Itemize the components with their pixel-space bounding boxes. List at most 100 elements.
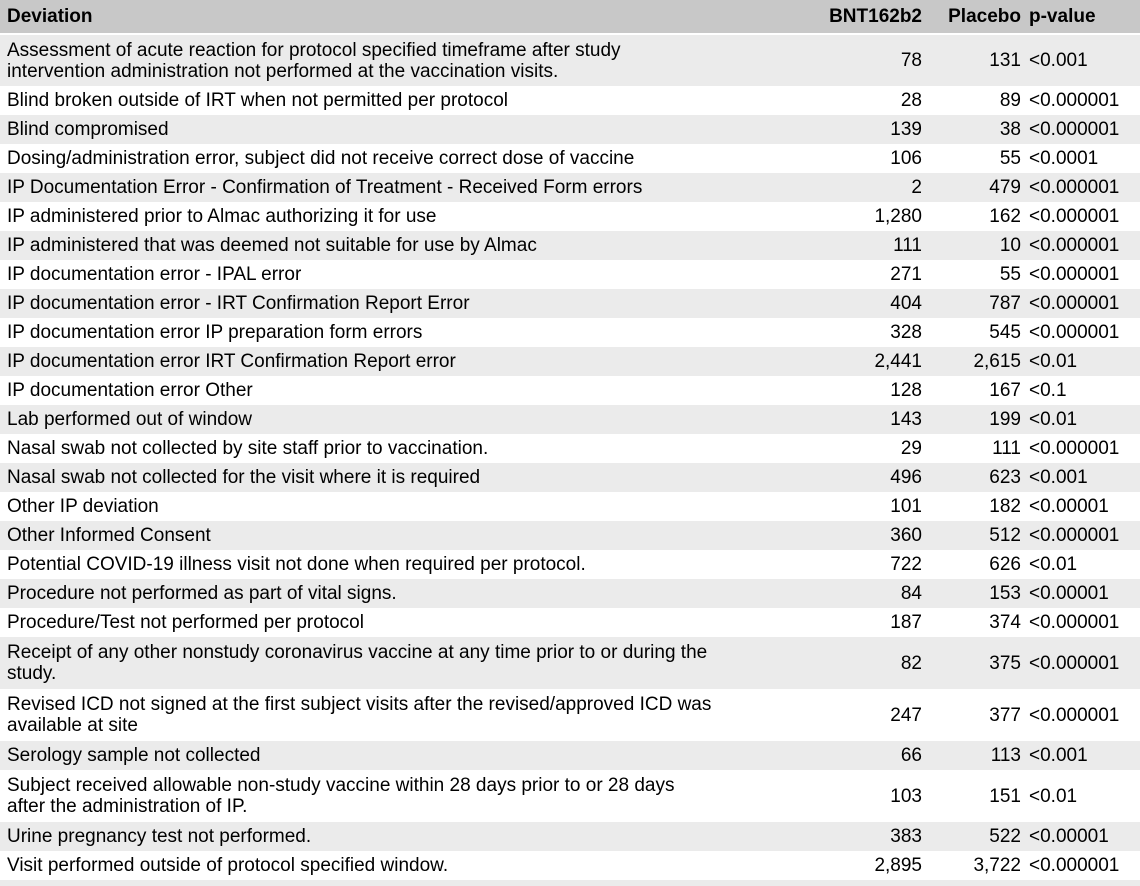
deviation-cell: Nasal swab not collected for the visit w… bbox=[7, 467, 481, 488]
p-value-cell: <0.000001 bbox=[1029, 264, 1120, 285]
deviation-cell: IP documentation error - IRT Confirmatio… bbox=[7, 293, 470, 314]
deviation-cell: Lab performed out of window bbox=[7, 409, 253, 430]
placebo-cell: 199 bbox=[989, 409, 1021, 430]
deviation-cell: Procedure not performed as part of vital… bbox=[7, 583, 397, 604]
bnt162b2-cell: 1,280 bbox=[874, 206, 922, 227]
placebo-cell: 167 bbox=[989, 380, 1021, 401]
deviation-cell: Procedure/Test not performed per protoco… bbox=[7, 612, 364, 633]
column-header-placebo: Placebo bbox=[922, 0, 1021, 35]
bnt162b2-cell: 496 bbox=[890, 467, 922, 488]
placebo-cell: 89 bbox=[999, 90, 1021, 111]
table-row: IP documentation error - IRT Confirmatio… bbox=[0, 289, 1140, 318]
p-value-cell: <0.001 bbox=[1029, 50, 1088, 71]
table-row: Subject received allowable non-study vac… bbox=[0, 770, 1140, 822]
deviation-cell: IP documentation error - IPAL error bbox=[7, 264, 302, 285]
deviation-cell: Visit performed outside of protocol spec… bbox=[7, 855, 449, 876]
p-value-cell: <0.000001 bbox=[1029, 525, 1120, 546]
placebo-cell: 3,722 bbox=[973, 855, 1021, 876]
table-row: Potential COVID-19 illness visit not don… bbox=[0, 550, 1140, 579]
deviation-cell: Serology sample not collected bbox=[7, 745, 261, 766]
placebo-cell: 522 bbox=[989, 826, 1021, 847]
bnt162b2-cell: 84 bbox=[900, 583, 922, 604]
bnt162b2-cell: 271 bbox=[890, 264, 922, 285]
deviation-cell: IP documentation error IRT Confirmation … bbox=[7, 351, 456, 372]
bnt162b2-cell: 78 bbox=[900, 50, 922, 71]
table-row: Visit performed outside of protocol spec… bbox=[0, 851, 1140, 880]
p-value-cell: <0.000001 bbox=[1029, 704, 1120, 726]
table-row: Receipt of any other nonstudy coronaviru… bbox=[0, 637, 1140, 689]
table-row: Nasal swab not collected by site staff p… bbox=[0, 434, 1140, 463]
placebo-cell: 375 bbox=[989, 652, 1021, 674]
p-value-cell: <0.0001 bbox=[1029, 148, 1099, 169]
p-value-cell: <0.001 bbox=[1029, 467, 1088, 488]
deviation-cell: Revised ICD not signed at the first subj… bbox=[7, 694, 712, 736]
bnt162b2-cell: 101 bbox=[890, 496, 922, 517]
bnt162b2-cell: 82 bbox=[900, 652, 922, 674]
placebo-cell: 623 bbox=[989, 467, 1021, 488]
bnt162b2-cell: 28 bbox=[900, 90, 922, 111]
deviation-cell: IP documentation error IP preparation fo… bbox=[7, 322, 423, 343]
deviation-cell: IP administered prior to Almac authorizi… bbox=[7, 206, 437, 227]
placebo-cell: 10 bbox=[999, 235, 1021, 256]
table-row: Assessment of acute reaction for protoco… bbox=[0, 34, 1140, 86]
bnt162b2-cell: 106 bbox=[890, 148, 922, 169]
table-row: Urine pregnancy test not performed. 383 52… bbox=[0, 822, 1140, 851]
p-value-cell: <0.000001 bbox=[1029, 612, 1120, 633]
p-value-cell: <0.000001 bbox=[1029, 438, 1120, 459]
deviation-cell: Assessment of acute reaction for protoco… bbox=[7, 39, 621, 82]
table-row: IP documentation error IRT Confirmation … bbox=[0, 347, 1140, 376]
table-row: IP documentation error Other 128 167 <0.1 bbox=[0, 376, 1140, 405]
placebo-cell: 151 bbox=[989, 785, 1021, 807]
deviation-cell: Blind compromised bbox=[7, 119, 169, 140]
placebo-cell: 55 bbox=[999, 148, 1021, 169]
deviation-cell: IP administered that was deemed not suit… bbox=[7, 235, 537, 256]
bnt162b2-cell: 143 bbox=[890, 409, 922, 430]
table-row: Blind broken outside of IRT when not per… bbox=[0, 86, 1140, 115]
deviation-cell: Subject received allowable non-study vac… bbox=[7, 775, 675, 817]
table-row: IP documentation error IP preparation fo… bbox=[0, 318, 1140, 347]
deviation-cell: Urine pregnancy test not performed. bbox=[7, 826, 312, 847]
p-value-cell: <0.000001 bbox=[1029, 119, 1120, 140]
bnt162b2-cell: 383 bbox=[890, 826, 922, 847]
placebo-cell: 787 bbox=[989, 293, 1021, 314]
header-row: Deviation BNT162b2 Placebo p-value bbox=[0, 0, 1140, 35]
bnt162b2-cell: 360 bbox=[890, 525, 922, 546]
deviation-cell: IP documentation error Other bbox=[7, 380, 253, 401]
table-header: Deviation BNT162b2 Placebo p-value bbox=[0, 0, 1140, 35]
bnt162b2-cell: 29 bbox=[900, 438, 922, 459]
bnt162b2-cell: 66 bbox=[900, 745, 922, 766]
deviation-cell: Nasal swab not collected by site staff p… bbox=[7, 438, 489, 459]
p-value-cell: <0.000001 bbox=[1029, 235, 1120, 256]
bnt162b2-cell: 2,441 bbox=[874, 351, 922, 372]
p-value-cell: <0.000001 bbox=[1029, 206, 1120, 227]
p-value-cell: <0.1 bbox=[1029, 380, 1067, 401]
placebo-cell: 479 bbox=[989, 177, 1021, 198]
placebo-cell: 626 bbox=[989, 554, 1021, 575]
table-row: Nasal swab not collected for the visit w… bbox=[0, 463, 1140, 492]
bnt162b2-cell: 722 bbox=[890, 554, 922, 575]
deviation-cell: Other IP deviation bbox=[7, 496, 159, 517]
placebo-cell: 113 bbox=[990, 745, 1021, 766]
deviation-cell: IP Documentation Error - Confirmation of… bbox=[7, 177, 643, 198]
bnt162b2-cell: 128 bbox=[890, 380, 922, 401]
table-row: Other Informed Consent 360 512 <0.000001 bbox=[0, 521, 1140, 550]
column-header-p-value: p-value bbox=[1021, 0, 1140, 35]
deviation-cell: Other Informed Consent bbox=[7, 525, 211, 546]
deviation-cell: Receipt of any other nonstudy coronaviru… bbox=[7, 642, 708, 684]
column-header-deviation: Deviation bbox=[0, 0, 800, 35]
bnt162b2-cell: 247 bbox=[890, 704, 922, 726]
table-row: IP administered that was deemed not suit… bbox=[0, 231, 1140, 260]
placebo-cell: 131 bbox=[989, 50, 1021, 71]
table-row: Dosing/administration error, subject did… bbox=[0, 144, 1140, 173]
table-row: IP documentation error - IPAL error 271 55… bbox=[0, 260, 1140, 289]
deviation-cell: Blind broken outside of IRT when not per… bbox=[7, 90, 508, 111]
bnt162b2-cell: 103 bbox=[890, 785, 922, 807]
p-value-cell: <0.000001 bbox=[1029, 90, 1120, 111]
placebo-cell: 374 bbox=[989, 612, 1021, 633]
table-row: Revised ICD not signed at the first subj… bbox=[0, 689, 1140, 741]
p-value-cell: <0.01 bbox=[1029, 785, 1078, 807]
table-row: IP Documentation Error - Confirmation of… bbox=[0, 173, 1140, 202]
placebo-cell: 111 bbox=[992, 438, 1021, 459]
p-value-cell: <0.000001 bbox=[1029, 855, 1120, 876]
